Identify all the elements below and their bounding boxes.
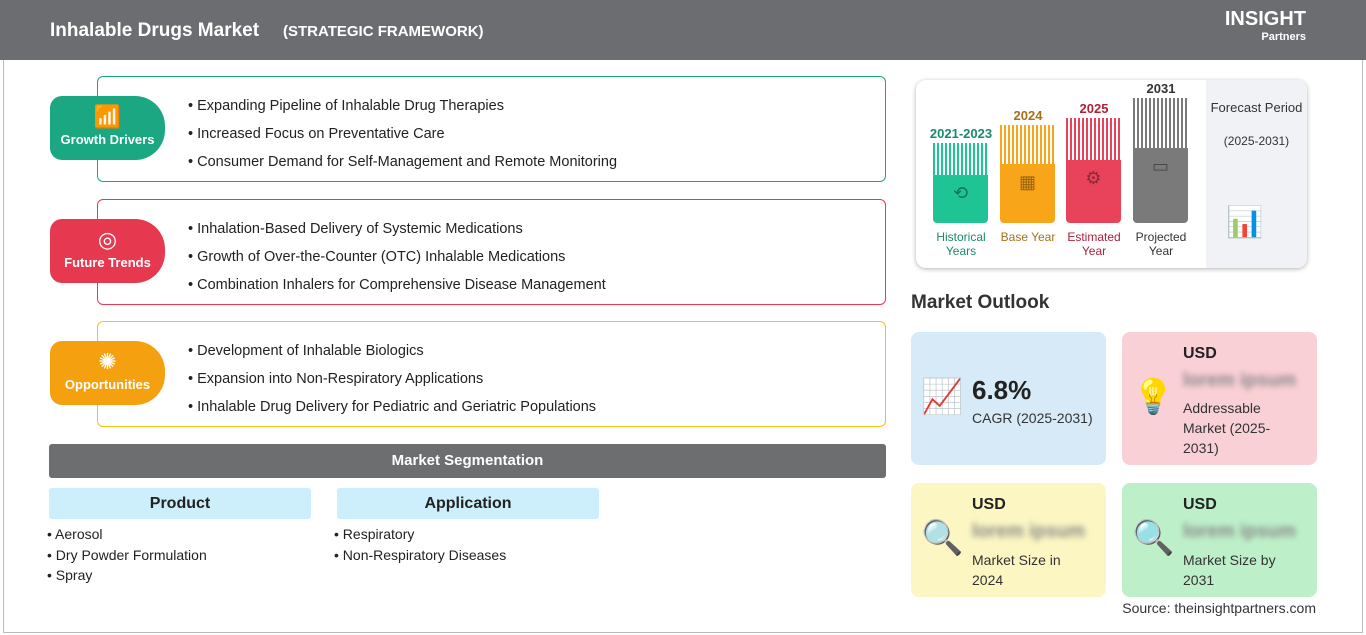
timeline-bar: ⚙ xyxy=(1066,118,1121,223)
size-2031-label: Market Size by 2031 xyxy=(1183,552,1276,588)
timeline-label: Historical Years xyxy=(936,230,986,258)
size-2031-value: lorem ipsum xyxy=(1183,521,1296,542)
header-bar: Inhalable Drugs Market (STRATEGIC FRAMEW… xyxy=(0,0,1366,60)
timeline-card: Forecast Period (2025-2031) 📊 ⟲ 2021-2023… xyxy=(916,80,1307,268)
content-frame xyxy=(3,60,1363,633)
forecast-label: Forecast Period xyxy=(1210,100,1303,115)
addressable-unit: USD xyxy=(1183,345,1217,362)
target-icon: ◎ xyxy=(97,227,118,252)
list-item: Expansion into Non-Respiratory Applicati… xyxy=(188,365,885,393)
growth-chart-icon: 📈 xyxy=(921,378,964,416)
forecast-panel: Forecast Period (2025-2031) 📊 xyxy=(1206,80,1307,268)
timeline-label: Base Year xyxy=(1000,230,1056,244)
dollar-bulb-icon: 💡 xyxy=(1132,378,1175,416)
page-subtitle: (STRATEGIC FRAMEWORK) xyxy=(283,23,484,40)
list-item: Inhalation-Based Delivery of Systemic Me… xyxy=(188,215,885,243)
segment-product-title: Product xyxy=(49,488,311,519)
logo: INSIGHT Partners xyxy=(1224,8,1306,43)
source-text: Source: theinsightpartners.com xyxy=(1122,600,1316,616)
addressable-card: 💡 USD lorem ipsum Addressable Market (20… xyxy=(1122,332,1317,465)
size-2024-unit: USD xyxy=(972,496,1006,513)
timeline-bar: ▦ xyxy=(1000,125,1055,223)
pill-label: Growth Drivers xyxy=(60,132,155,147)
market-size-search-icon: 🔍 xyxy=(921,519,964,557)
cagr-label: CAGR (2025-2031) xyxy=(972,410,1093,426)
cagr-card: 📈 6.8% CAGR (2025-2031) xyxy=(911,332,1106,465)
forecast-range: (2025-2031) xyxy=(1223,134,1290,148)
pill-label: Opportunities xyxy=(64,377,151,392)
list-item: Combination Inhalers for Comprehensive D… xyxy=(188,271,885,299)
addressable-label: Addressable Market (2025-2031) xyxy=(1183,400,1271,456)
application-list: Respiratory Non-Respiratory Diseases xyxy=(334,524,506,565)
presentation-icon: ▭ xyxy=(1151,156,1169,176)
timeline-label: Projected Year xyxy=(1135,230,1187,258)
list-item: Spray xyxy=(47,565,207,586)
list-item: Respiratory xyxy=(334,524,506,545)
addressable-value: lorem ipsum xyxy=(1183,370,1296,391)
size-2024-card: 🔍 USD lorem ipsum Market Size in 2024 xyxy=(911,483,1106,597)
lightbulb-icon: ✺ xyxy=(98,349,117,374)
list-item: Consumer Demand for Self-Management and … xyxy=(188,148,885,176)
list-item: Dry Powder Formulation xyxy=(47,545,207,566)
list-item: Growth of Over-the-Counter (OTC) Inhalab… xyxy=(188,243,885,271)
size-2031-unit: USD xyxy=(1183,496,1217,513)
outlook-title: Market Outlook xyxy=(911,292,1050,313)
timeline-bar: ⟲ xyxy=(933,143,988,223)
future-trends-box: Inhalation-Based Delivery of Systemic Me… xyxy=(97,199,886,305)
product-list: Aerosol Dry Powder Formulation Spray xyxy=(47,524,207,586)
timeline-year: 2021-2023 xyxy=(929,126,993,141)
size-2024-value: lorem ipsum xyxy=(972,521,1085,542)
page-title: Inhalable Drugs Market xyxy=(50,20,260,41)
chart-up-icon: 📶 xyxy=(93,104,122,129)
list-item: Expanding Pipeline of Inhalable Drug The… xyxy=(188,92,885,120)
market-size-search-icon: 🔍 xyxy=(1132,519,1175,557)
size-2024-label: Market Size in 2024 xyxy=(972,552,1061,588)
future-trends-pill: ◎ Future Trends xyxy=(50,219,165,283)
timeline-year: 2025 xyxy=(1079,101,1109,116)
settings-chart-icon: ⚙ xyxy=(1085,168,1102,188)
list-item: Inhalable Drug Delivery for Pediatric an… xyxy=(188,393,885,421)
list-item: Aerosol xyxy=(47,524,207,545)
opportunities-pill: ✺ Opportunities xyxy=(50,341,165,405)
timeline-bar: ▭ xyxy=(1133,98,1188,223)
cagr-value: 6.8% xyxy=(972,375,1032,405)
segment-application-title: Application xyxy=(337,488,599,519)
list-item: Non-Respiratory Diseases xyxy=(334,545,506,566)
segmentation-header: Market Segmentation xyxy=(49,444,886,478)
growth-drivers-box: Expanding Pipeline of Inhalable Drug The… xyxy=(97,76,886,182)
history-icon: ⟲ xyxy=(952,183,969,203)
analytics-illustration-icon: 📊 xyxy=(1226,206,1264,239)
list-item: Development of Inhalable Biologics xyxy=(188,337,885,365)
opportunities-box: Development of Inhalable Biologics Expan… xyxy=(97,321,886,427)
size-2031-card: 🔍 USD lorem ipsum Market Size by 2031 xyxy=(1122,483,1317,597)
list-item: Increased Focus on Preventative Care xyxy=(188,120,885,148)
timeline-year: 2031 xyxy=(1146,81,1176,96)
timeline-year: 2024 xyxy=(1013,108,1043,123)
calendar-icon: ▦ xyxy=(1018,172,1036,193)
growth-drivers-pill: 📶 Growth Drivers xyxy=(50,96,165,160)
timeline-label: Estimated Year xyxy=(1067,230,1121,258)
pill-label: Future Trends xyxy=(64,255,151,270)
